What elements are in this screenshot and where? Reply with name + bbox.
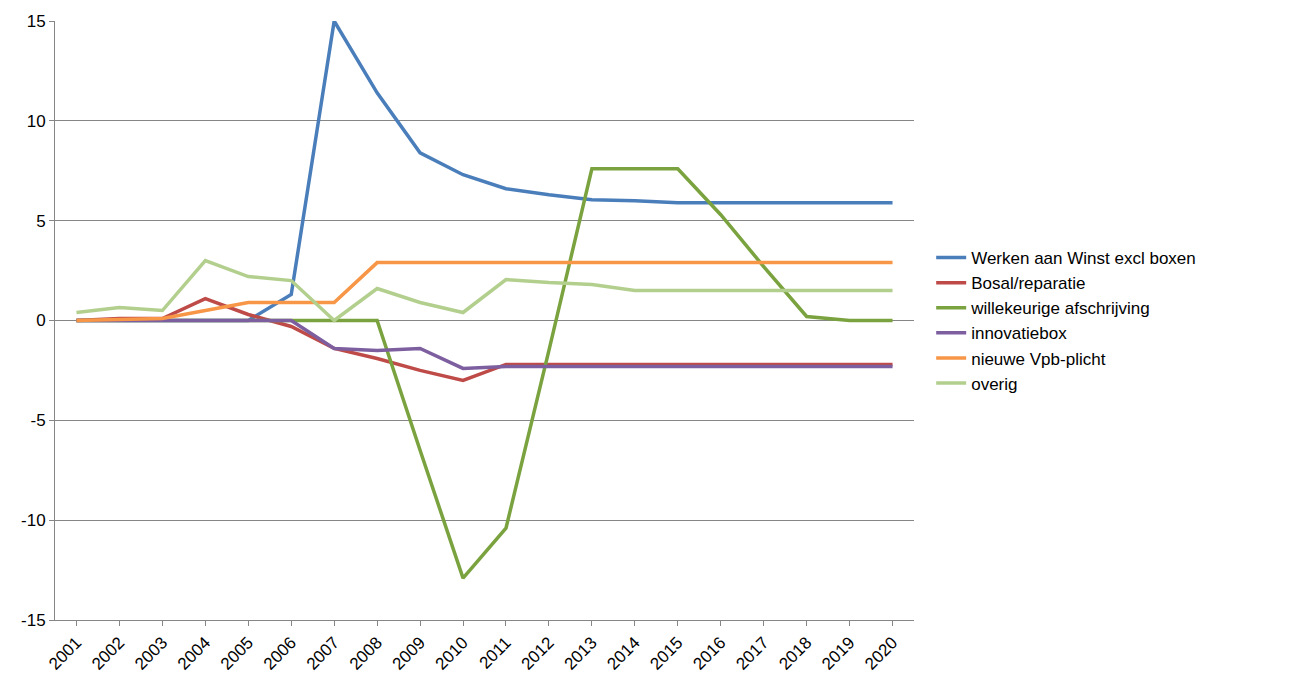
svg-text:2012: 2012 bbox=[518, 633, 558, 673]
svg-text:2011: 2011 bbox=[476, 633, 515, 672]
svg-text:2004: 2004 bbox=[174, 633, 214, 673]
svg-text:0: 0 bbox=[36, 311, 45, 330]
svg-text:2002: 2002 bbox=[88, 633, 128, 673]
svg-text:innovatiebox: innovatiebox bbox=[971, 324, 1067, 343]
svg-text:-15: -15 bbox=[21, 611, 46, 630]
svg-text:-10: -10 bbox=[21, 511, 46, 530]
svg-text:willekeurige afschrijving: willekeurige afschrijving bbox=[970, 299, 1150, 318]
svg-text:2015: 2015 bbox=[646, 633, 686, 673]
svg-text:2014: 2014 bbox=[603, 633, 643, 673]
svg-text:Bosal/reparatie: Bosal/reparatie bbox=[971, 274, 1085, 293]
svg-text:2007: 2007 bbox=[303, 633, 343, 673]
svg-text:10: 10 bbox=[27, 112, 46, 131]
svg-text:15: 15 bbox=[27, 12, 46, 31]
svg-text:2013: 2013 bbox=[561, 633, 601, 673]
svg-text:2020: 2020 bbox=[861, 633, 901, 673]
svg-text:2003: 2003 bbox=[131, 633, 171, 673]
svg-text:-5: -5 bbox=[30, 411, 45, 430]
svg-text:5: 5 bbox=[36, 212, 45, 231]
svg-text:2005: 2005 bbox=[217, 633, 257, 673]
svg-text:2006: 2006 bbox=[260, 633, 300, 673]
svg-text:2008: 2008 bbox=[346, 633, 386, 673]
svg-text:Werken aan Winst excl boxen: Werken aan Winst excl boxen bbox=[971, 249, 1196, 268]
svg-text:2019: 2019 bbox=[818, 633, 858, 673]
svg-text:2017: 2017 bbox=[732, 633, 772, 673]
svg-text:2001: 2001 bbox=[45, 633, 85, 673]
svg-text:2009: 2009 bbox=[389, 633, 429, 673]
svg-text:overig: overig bbox=[971, 375, 1017, 394]
svg-text:2016: 2016 bbox=[689, 633, 729, 673]
svg-text:2010: 2010 bbox=[432, 633, 472, 673]
svg-text:nieuwe Vpb-plicht: nieuwe Vpb-plicht bbox=[971, 350, 1105, 369]
svg-text:2018: 2018 bbox=[775, 633, 815, 673]
